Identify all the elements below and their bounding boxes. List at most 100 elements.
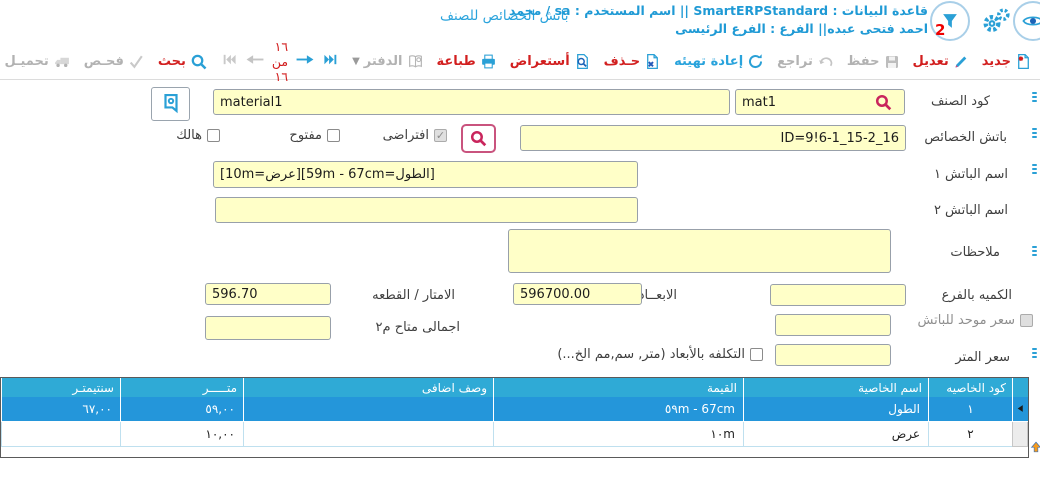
default-checkbox-box: ✓: [434, 129, 447, 142]
edit-button[interactable]: تعديل: [913, 54, 969, 70]
col-header-cm[interactable]: سنتيمتـر: [1, 378, 121, 397]
row-selector-cell[interactable]: [1012, 421, 1028, 447]
batch-name1-label: اسم الباتش ١: [933, 167, 1008, 182]
batch-name1-input[interactable]: [213, 161, 638, 188]
unified-price-checkbox-label: سعر موحد للباتش: [917, 313, 1015, 328]
refresh-icon: [749, 54, 763, 69]
branch-qty-input[interactable]: [770, 284, 906, 306]
col-header-name[interactable]: اسم الخاصية: [743, 378, 929, 397]
col-header-meter[interactable]: متـــــر: [120, 378, 244, 397]
row-selector-cell[interactable]: [1012, 397, 1028, 422]
damaged-checkbox-box[interactable]: [207, 129, 220, 142]
tag-gear-icon: [163, 93, 178, 114]
unified-price-checkbox: سعر موحد للباتش: [918, 313, 1033, 328]
next-record-button[interactable]: [294, 52, 316, 71]
cell-value[interactable]: ٥٩m - 67cm: [493, 397, 744, 422]
session-info: قاعدة البيانات : SmartERPStandard || اسم…: [509, 2, 928, 38]
current-row-icon: [1017, 405, 1023, 412]
check-button[interactable]: فحـص: [84, 53, 145, 70]
truck-icon: [54, 57, 69, 68]
batch-props-input[interactable]: [520, 125, 906, 151]
notes-input[interactable]: [508, 229, 891, 273]
first-record-button[interactable]: [221, 52, 238, 71]
next-arrow-icon: [296, 55, 314, 64]
total-available-input[interactable]: [205, 316, 331, 340]
open-checkbox-label: مفتوح: [289, 128, 322, 143]
batch-search-button[interactable]: [461, 124, 496, 153]
batch-tag-button[interactable]: [151, 87, 190, 121]
delete-button[interactable]: حـذف: [604, 53, 661, 70]
col-header-code[interactable]: كود الخاصيه: [928, 378, 1013, 397]
prev-arrow-icon: [246, 55, 264, 64]
filter-count: 2: [935, 21, 946, 39]
check-label: فحـص: [83, 54, 124, 69]
undo-button[interactable]: تراجع: [777, 53, 834, 70]
previous-record-button[interactable]: [244, 52, 266, 71]
delete-label: حـذف: [603, 54, 641, 69]
col-header-desc[interactable]: وصف اضافى: [243, 378, 494, 397]
cell-name[interactable]: عرض: [743, 421, 929, 447]
damaged-checkbox[interactable]: هالك: [176, 128, 220, 143]
unified-price-input[interactable]: [775, 314, 891, 336]
cost-by-dimensions-checkbox[interactable]: التكلفه بالأبعاد (متر, سم,مم الخ...): [557, 347, 763, 362]
cell-cm[interactable]: ٦٧,٠٠: [1, 397, 121, 422]
open-checkbox-box[interactable]: [327, 129, 340, 142]
view-button[interactable]: [1013, 1, 1040, 41]
page-title: باتش الخصائص للصنف: [440, 8, 569, 24]
cost-by-dimensions-checkbox-box[interactable]: [750, 348, 763, 361]
save-label: حفظ: [846, 54, 880, 69]
last-record-button[interactable]: [322, 52, 339, 71]
properties-grid: كود الخاصيه اسم الخاصية القيمة وصف اضافى…: [0, 377, 1029, 458]
delete-document-icon: [647, 53, 659, 70]
meters-per-piece-input[interactable]: [205, 283, 331, 305]
preview-button[interactable]: أستعراض: [510, 53, 591, 70]
cell-meter[interactable]: ١٠,٠٠: [120, 421, 244, 447]
funnel-icon: [943, 14, 957, 28]
open-checkbox[interactable]: مفتوح: [289, 128, 340, 143]
gears-icon: [983, 8, 1010, 32]
meters-per-piece-label: الامتار / القطعه: [372, 288, 455, 303]
search-label: بحث: [157, 54, 186, 69]
filter-badge-button[interactable]: 2: [930, 1, 970, 41]
load-button[interactable]: تحميـل: [4, 53, 70, 70]
meter-price-label: سعر المتر: [955, 350, 1010, 365]
cell-code[interactable]: ١: [928, 397, 1013, 422]
cell-meter[interactable]: ٥٩,٠٠: [120, 397, 244, 422]
cell-name[interactable]: الطول: [743, 397, 929, 422]
cell-cm[interactable]: [1, 421, 121, 447]
scroll-up-icon[interactable]: [1030, 440, 1040, 454]
settings-button[interactable]: [982, 7, 1012, 39]
magnifier-icon: [470, 130, 487, 147]
search-button[interactable]: بحث: [158, 53, 208, 71]
cell-desc[interactable]: [243, 397, 494, 422]
reset-button[interactable]: إعادة تهيئه: [674, 53, 764, 70]
batch-name2-input[interactable]: [215, 197, 638, 223]
reset-label: إعادة تهيئه: [674, 54, 744, 69]
save-button[interactable]: حفظ: [847, 54, 900, 70]
print-label: طباعة: [436, 54, 476, 69]
col-header-value[interactable]: القيمة: [493, 378, 744, 397]
first-record-icon: [223, 54, 236, 65]
new-button[interactable]: جديد: [982, 53, 1032, 70]
cell-code[interactable]: ٢: [928, 421, 1013, 447]
notes-label: ملاحظات: [950, 245, 1000, 260]
grid-selector-header: [1012, 378, 1028, 397]
grid-header-row: كود الخاصيه اسم الخاصية القيمة وصف اضافى…: [1, 378, 1028, 397]
branch-qty-label: الكميه بالفرع: [941, 288, 1012, 303]
cell-desc[interactable]: [243, 421, 494, 447]
ledger-button[interactable]: الدفتر ▼: [352, 53, 423, 70]
cell-value[interactable]: ١٠m: [493, 421, 744, 447]
item-code-label: كود الصنف: [930, 94, 990, 109]
book-icon: [408, 55, 422, 68]
table-row[interactable]: ١ الطول ٥٩m - 67cm ٥٩,٠٠ ٦٧,٠٠: [1, 397, 1028, 422]
row-marker-icon: [1032, 164, 1037, 174]
item-name-input[interactable]: [213, 89, 730, 115]
dimensions-input[interactable]: [513, 283, 642, 305]
item-lookup-icon[interactable]: [874, 93, 893, 112]
pencil-icon: [955, 56, 967, 67]
default-checkbox: ✓ افتراضى: [383, 128, 447, 143]
meter-price-input[interactable]: [775, 344, 891, 366]
print-button[interactable]: طباعة: [437, 53, 497, 70]
preview-label: أستعراض: [509, 54, 570, 69]
table-row[interactable]: ٢ عرض ١٠m ١٠,٠٠: [1, 421, 1028, 447]
